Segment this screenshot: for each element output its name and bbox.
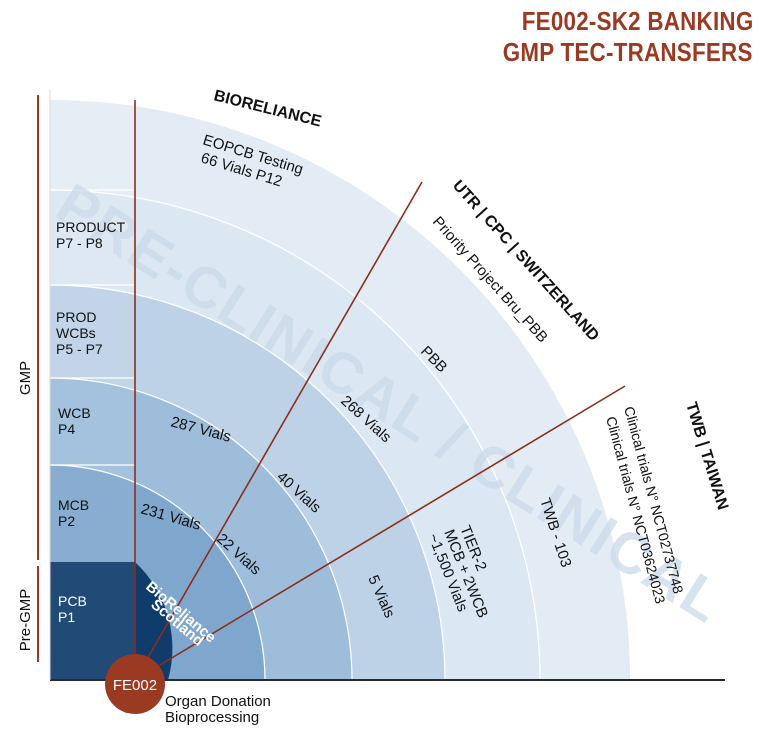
- ring-separator: [50, 189, 541, 680]
- level-product-line2: P7 - P8: [56, 235, 103, 251]
- sector-bioreliance-name: BIORELIANCE: [212, 87, 323, 130]
- label-column: [50, 100, 134, 680]
- divider-twb: [134, 385, 626, 681]
- ring-separator: [50, 284, 446, 680]
- level-wcb-line2: P4: [58, 421, 75, 437]
- level-prodwcbs-line2: WCBs: [56, 325, 96, 341]
- level-mcb-line2: P2: [58, 513, 75, 529]
- sector-twb-name: TWB | TAIWAN: [682, 400, 731, 512]
- ring-separator: [50, 377, 353, 680]
- origin-caption-line2: Bioprocessing: [165, 709, 260, 726]
- title-line-2: GMP TEC-TRANSFERS: [503, 37, 753, 67]
- sector-dividers: [134, 100, 626, 681]
- level-prodwcbs-line1: PROD: [56, 309, 96, 325]
- ring-separators: [50, 189, 541, 680]
- level-labels: PRODUCT P7 - P8 PROD WCBs P5 - P7 WCB P4…: [56, 219, 126, 625]
- origin-badge-label: FE002: [113, 677, 157, 694]
- level-prodwcbs-line3: P5 - P7: [56, 341, 103, 357]
- origin-caption-line1: Organ Donation: [165, 693, 271, 710]
- pregmp-label: Pre-GMP: [17, 589, 34, 652]
- origin-badge: [105, 654, 165, 714]
- ring-separator: [50, 464, 266, 680]
- title-line-1: FE002-SK2 BANKING: [521, 6, 753, 36]
- core-sector: [50, 562, 173, 680]
- level-wcb-line1: WCB: [58, 405, 91, 421]
- ring-group: [50, 100, 630, 680]
- level-pcb-line1: PCB: [58, 593, 87, 609]
- level-mcb-line1: MCB: [58, 497, 89, 513]
- gmp-label: GMP: [17, 361, 34, 395]
- level-product-line1: PRODUCT: [56, 219, 126, 235]
- level-pcb-line2: P1: [58, 609, 75, 625]
- divider-utr: [134, 181, 423, 681]
